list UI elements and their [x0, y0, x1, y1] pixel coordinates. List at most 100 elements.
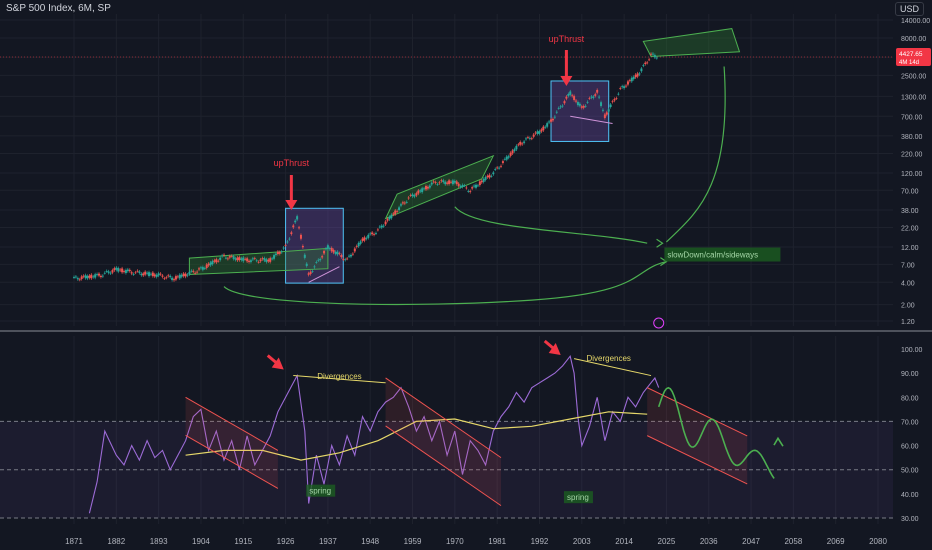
currency-badge[interactable]: USD: [894, 2, 924, 16]
candle-body: [334, 251, 337, 254]
candle-body: [190, 270, 193, 272]
candle-body: [165, 277, 168, 279]
candle-body: [105, 271, 108, 272]
candle-body: [315, 262, 318, 263]
candle-body: [130, 272, 133, 274]
candle-body: [236, 257, 239, 261]
candle-body: [276, 251, 279, 255]
candle-body: [178, 274, 181, 279]
candle-body: [292, 225, 295, 228]
candle-body: [299, 234, 302, 239]
candle-body: [136, 270, 139, 272]
candle-body: [140, 273, 143, 276]
candle-body: [109, 272, 112, 274]
candle-body: [317, 259, 320, 261]
candle-body: [586, 101, 589, 103]
spring-label-bg: [306, 484, 336, 497]
candle-body: [411, 194, 414, 197]
candle-body: [596, 89, 599, 93]
candle-body: [80, 276, 83, 279]
candle-body: [634, 74, 637, 78]
candle-body: [117, 268, 120, 272]
candle-body: [578, 103, 581, 106]
candle-body: [251, 258, 254, 260]
rsi-tick-label: 100.00: [901, 347, 923, 354]
candle-body: [448, 180, 451, 184]
flow-arrow-1: [223, 261, 667, 306]
candle-body: [632, 76, 635, 80]
time-tick-label: 2025: [658, 537, 676, 546]
drawings-overlay: [185, 50, 784, 507]
candle-body: [428, 185, 431, 188]
candle-body: [640, 68, 643, 72]
candle-body: [92, 276, 95, 278]
candle-body: [86, 275, 89, 279]
candle-body: [424, 186, 427, 190]
candle-body: [326, 245, 329, 249]
rsi-tick-label: 40.00: [901, 492, 919, 499]
candle-body: [144, 271, 147, 275]
candle-body: [203, 268, 206, 269]
candle-body: [607, 109, 610, 112]
arrowhead: [660, 257, 668, 267]
candle-body: [184, 273, 187, 277]
candle-body: [278, 252, 281, 254]
candle-body: [415, 193, 418, 196]
candle-body: [115, 267, 118, 270]
candle-body: [471, 187, 474, 189]
candle-body: [142, 273, 145, 276]
candle-body: [478, 181, 481, 186]
candle-body: [211, 261, 214, 265]
rsi-tick-label: 80.00: [901, 395, 919, 402]
candle-body: [561, 105, 564, 107]
candle-body: [611, 101, 614, 103]
candle-body: [642, 65, 645, 67]
time-tick-label: 1981: [488, 537, 506, 546]
candle-body: [153, 274, 156, 277]
candle-body: [194, 272, 197, 274]
candle-body: [480, 180, 483, 183]
candle-body: [209, 262, 212, 266]
rsi-channel-3-lower: [646, 435, 748, 485]
candle-body: [226, 258, 229, 260]
candle-body: [155, 274, 158, 277]
time-tick-label: 1871: [65, 537, 83, 546]
candle-body: [442, 180, 445, 182]
candle-body: [90, 274, 93, 279]
candle-body: [296, 216, 299, 220]
candle-body: [394, 210, 397, 215]
flow-arrow-2: [454, 206, 648, 244]
candle-body: [486, 175, 489, 178]
candle-body: [567, 94, 570, 96]
rsi-channel-2-upper: [385, 377, 502, 459]
candle-body: [353, 248, 356, 252]
candle-body: [488, 174, 491, 178]
candle-body: [132, 274, 135, 275]
candle-body: [378, 226, 381, 228]
rsi-axis: 100.00 90.00 80.00 70.00 60.00 50.00 40.00 30.0…: [901, 347, 923, 523]
candle-body: [380, 225, 383, 228]
candle-body: [605, 112, 608, 115]
rsi-channel-1-lower: [185, 434, 279, 489]
last-price-badge: [896, 48, 931, 67]
candle-body: [99, 275, 102, 278]
candle-body: [138, 271, 141, 273]
candle-body: [161, 275, 164, 277]
candle-body: [436, 184, 439, 186]
candle-body: [257, 261, 260, 263]
candle-body: [557, 108, 560, 109]
rsi-sma-line: [185, 411, 648, 461]
candle-body: [526, 137, 529, 139]
candle-body: [434, 182, 437, 183]
time-tick-label: 2058: [784, 537, 802, 546]
candle-body: [511, 150, 514, 154]
candle-body: [355, 246, 358, 247]
candle-body: [382, 225, 385, 227]
candle-body: [267, 259, 270, 262]
candle-body: [176, 276, 179, 278]
candle-body: [413, 195, 416, 197]
candle-body: [613, 98, 616, 101]
candle-body: [349, 254, 352, 257]
rsi-tick-label: 50.00: [901, 468, 919, 475]
